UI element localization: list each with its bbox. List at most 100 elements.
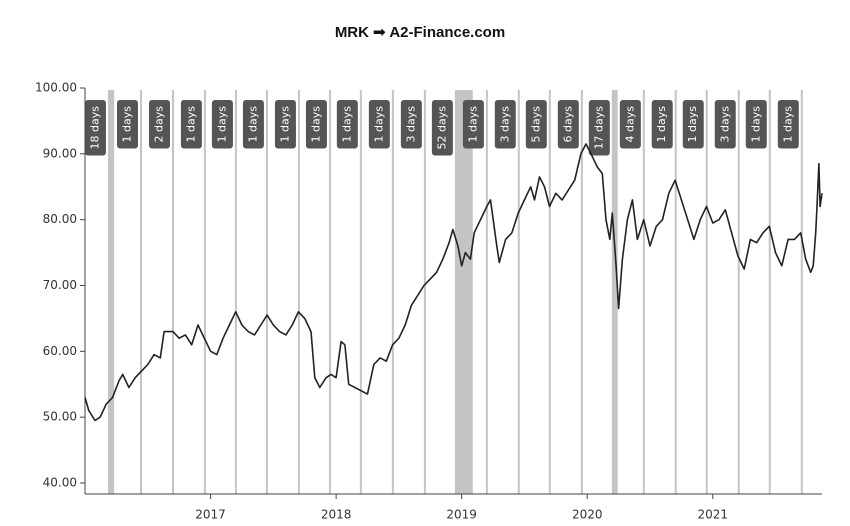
period-label-box bbox=[777, 100, 799, 149]
period-label: 6 days bbox=[557, 100, 579, 149]
period-label: 1 days bbox=[682, 100, 704, 149]
period-band bbox=[172, 90, 175, 494]
period-label-box bbox=[462, 100, 484, 149]
period-label-box bbox=[305, 100, 327, 149]
x-tick-label: 2019 bbox=[446, 508, 477, 522]
period-label-text: 4 days bbox=[623, 106, 636, 143]
period-label: 3 days bbox=[714, 100, 736, 149]
period-band bbox=[328, 90, 331, 494]
period-label-text: 1 days bbox=[340, 106, 353, 143]
period-label-text: 1 days bbox=[184, 106, 197, 143]
period-band bbox=[548, 90, 551, 494]
period-label-text: 6 days bbox=[561, 106, 574, 143]
period-band bbox=[139, 90, 142, 494]
period-label-text: 2 days bbox=[153, 106, 166, 143]
period-label: 1 days bbox=[180, 100, 202, 149]
y-tick-label: 60.00 bbox=[43, 344, 77, 358]
period-band bbox=[674, 90, 677, 494]
period-band bbox=[265, 90, 268, 494]
period-label-box bbox=[336, 100, 358, 149]
period-label-text: 3 days bbox=[718, 106, 731, 143]
period-label-text: 1 days bbox=[686, 106, 699, 143]
period-band bbox=[107, 90, 115, 494]
period-label: 1 days bbox=[462, 100, 484, 149]
period-label-box bbox=[84, 100, 106, 156]
period-band bbox=[611, 90, 618, 494]
period-label-box bbox=[116, 100, 138, 149]
period-label-box bbox=[149, 100, 171, 149]
period-label-box bbox=[368, 100, 390, 149]
period-label-text: 1 days bbox=[278, 106, 291, 143]
period-label: 1 days bbox=[336, 100, 358, 149]
period-label-text: 5 days bbox=[529, 106, 542, 143]
period-label-box bbox=[431, 100, 453, 156]
y-tick-label: 70.00 bbox=[43, 278, 77, 292]
period-label-box bbox=[180, 100, 202, 149]
period-band bbox=[642, 90, 645, 494]
period-label-box bbox=[400, 100, 422, 149]
x-tick-label: 2020 bbox=[572, 508, 603, 522]
period-label-text: 1 days bbox=[372, 106, 385, 143]
period-label-box bbox=[242, 100, 264, 149]
period-label: 1 days bbox=[211, 100, 233, 149]
y-tick-label: 100.00 bbox=[35, 81, 77, 95]
period-label: 52 days bbox=[431, 100, 453, 156]
period-label-text: 1 days bbox=[246, 106, 259, 143]
period-label-text: 18 days bbox=[88, 106, 101, 150]
period-label-box bbox=[714, 100, 736, 149]
period-label-text: 1 days bbox=[309, 106, 322, 143]
period-label-text: 17 days bbox=[592, 106, 605, 150]
period-band bbox=[359, 90, 362, 494]
period-band bbox=[580, 90, 583, 494]
period-label: 1 days bbox=[745, 100, 767, 149]
period-label-box bbox=[525, 100, 547, 149]
period-label-text: 1 days bbox=[215, 106, 228, 143]
x-tick-label: 2018 bbox=[321, 508, 352, 522]
period-label: 1 days bbox=[116, 100, 138, 149]
period-label-text: 1 days bbox=[749, 106, 762, 143]
period-band bbox=[234, 90, 237, 494]
period-band bbox=[297, 90, 300, 494]
period-label-text: 1 days bbox=[655, 106, 668, 143]
period-label: 5 days bbox=[525, 100, 547, 149]
period-label-text: 1 days bbox=[466, 106, 479, 143]
period-label: 18 days bbox=[84, 100, 106, 156]
period-label-box bbox=[588, 100, 610, 156]
period-label-box bbox=[274, 100, 296, 149]
period-label-text: 3 days bbox=[404, 106, 417, 143]
period-band bbox=[485, 90, 488, 494]
period-label-box bbox=[745, 100, 767, 149]
period-band bbox=[800, 90, 803, 494]
period-label-box bbox=[557, 100, 579, 149]
period-label-text: 1 days bbox=[781, 106, 794, 143]
period-band bbox=[203, 90, 206, 494]
period-label-box bbox=[651, 100, 673, 149]
period-label-text: 52 days bbox=[435, 106, 448, 150]
period-label: 17 days bbox=[588, 100, 610, 156]
period-label-box bbox=[619, 100, 641, 149]
period-band bbox=[705, 90, 708, 494]
period-label: 1 days bbox=[242, 100, 264, 149]
period-band bbox=[737, 90, 740, 494]
period-label: 3 days bbox=[400, 100, 422, 149]
period-label-box bbox=[494, 100, 516, 149]
y-tick-label: 50.00 bbox=[43, 410, 77, 424]
y-tick-label: 80.00 bbox=[43, 212, 77, 226]
period-label: 3 days bbox=[494, 100, 516, 149]
period-label: 2 days bbox=[149, 100, 171, 149]
period-band bbox=[517, 90, 520, 494]
period-label: 1 days bbox=[777, 100, 799, 149]
period-label: 1 days bbox=[305, 100, 327, 149]
period-band bbox=[454, 90, 473, 494]
period-label: 1 days bbox=[274, 100, 296, 149]
x-tick-label: 2017 bbox=[195, 508, 226, 522]
x-tick-label: 2021 bbox=[697, 508, 728, 522]
period-label-text: 3 days bbox=[498, 106, 511, 143]
period-label-text: 1 days bbox=[120, 106, 133, 143]
period-label: 1 days bbox=[651, 100, 673, 149]
y-tick-label: 90.00 bbox=[43, 146, 77, 160]
chart-title: MRK ➟ A2-Finance.com bbox=[335, 24, 505, 41]
y-tick-label: 40.00 bbox=[43, 476, 77, 490]
period-band bbox=[768, 90, 771, 494]
